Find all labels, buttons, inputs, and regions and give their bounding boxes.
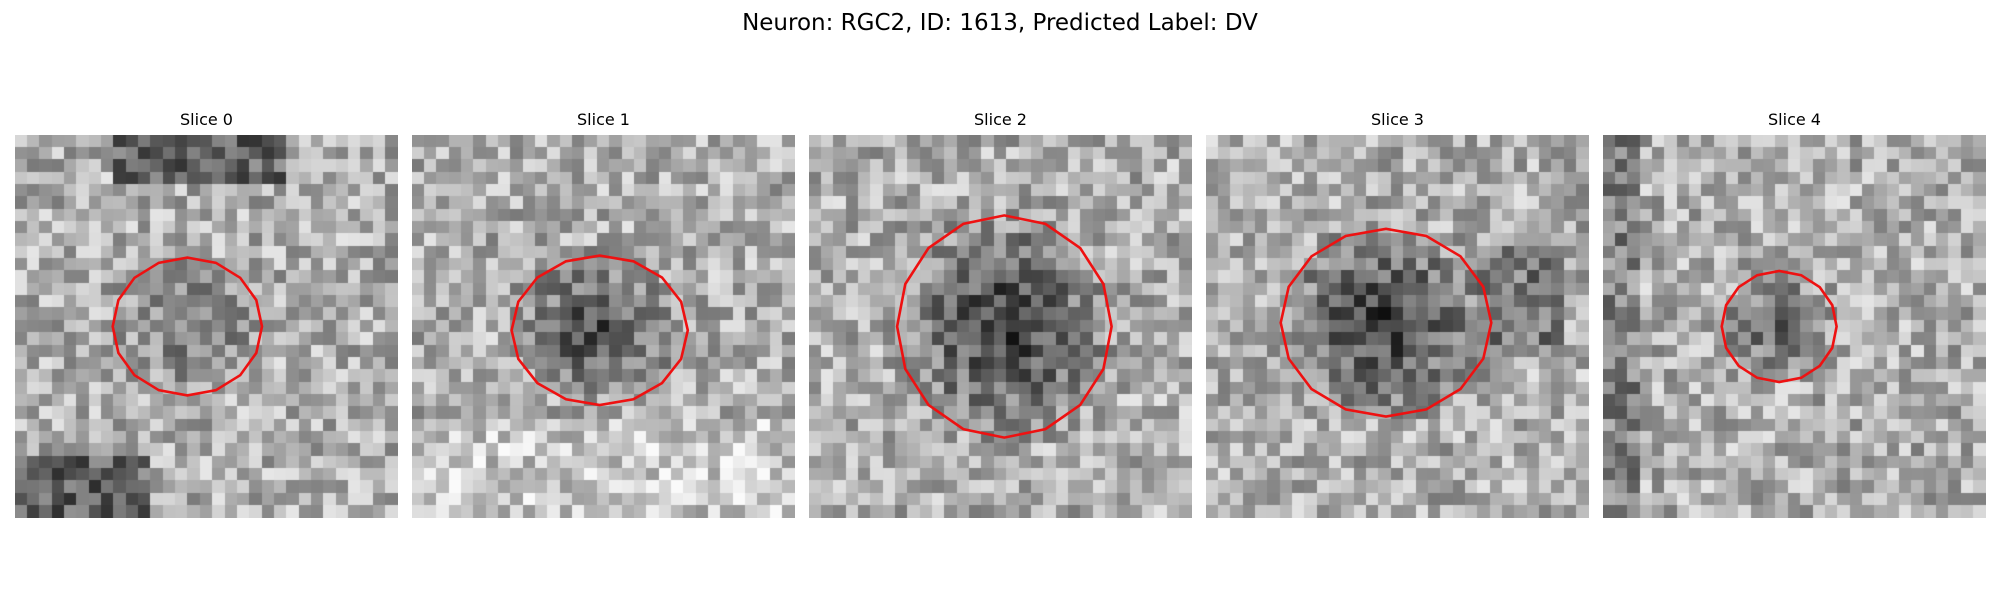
slice-image: [809, 135, 1192, 518]
slice-panel-3: Slice 3: [1206, 110, 1589, 518]
slice-panel-2: Slice 2: [809, 110, 1192, 518]
slice-image: [412, 135, 795, 518]
cell-outline: [510, 254, 690, 407]
slice-panel-0: Slice 0: [15, 110, 398, 518]
slice-title: Slice 0: [180, 110, 233, 129]
slice-image: [15, 135, 398, 518]
cell-outline: [1720, 269, 1838, 384]
slice-title: Slice 4: [1768, 110, 1821, 129]
slice-panel-4: Slice 4: [1603, 110, 1986, 518]
cell-outline: [1279, 227, 1493, 418]
cell-outline: [111, 256, 264, 397]
slice-image: [1603, 135, 1986, 518]
slice-image: [1206, 135, 1589, 518]
cell-outline: [895, 214, 1113, 439]
slice-title: Slice 3: [1371, 110, 1424, 129]
slice-panel-1: Slice 1: [412, 110, 795, 518]
slice-title: Slice 1: [577, 110, 630, 129]
slice-title: Slice 2: [974, 110, 1027, 129]
figure-title: Neuron: RGC2, ID: 1613, Predicted Label:…: [742, 10, 1258, 36]
